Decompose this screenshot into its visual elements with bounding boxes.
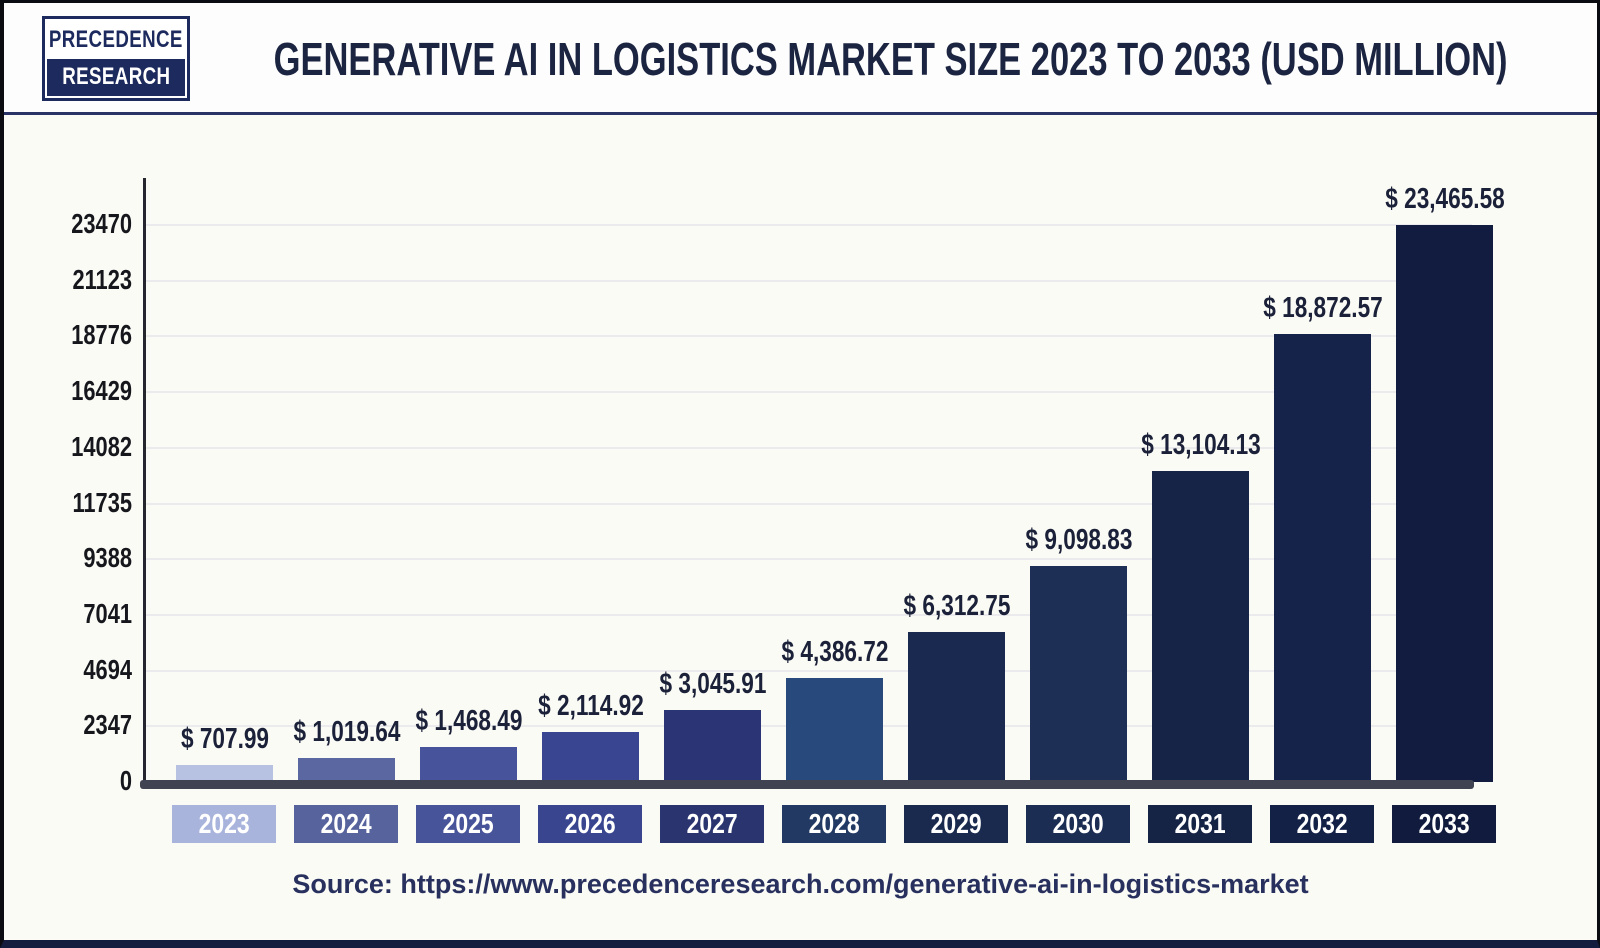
bar-value-2026: $ 2,114.92 <box>537 689 644 722</box>
x-label-box-2026: 2026 <box>538 805 642 843</box>
x-label-2026: 2026 <box>564 808 616 839</box>
y-tick-7041: 7041 <box>83 597 132 629</box>
source-link[interactable]: Source: https://www.precedenceresearch.c… <box>292 869 1309 899</box>
x-label-box-2030: 2030 <box>1026 805 1130 843</box>
x-label-2033: 2033 <box>1418 808 1470 839</box>
bar-2030 <box>1030 566 1127 782</box>
gridline-4694 <box>146 669 1472 672</box>
x-label-2031: 2031 <box>1174 808 1226 839</box>
bar-2027 <box>664 709 761 782</box>
bar-2026 <box>542 731 639 782</box>
x-label-2028: 2028 <box>808 808 860 839</box>
page-title: GENERATIVE AI IN LOGISTICS MARKET SIZE 2… <box>273 33 1508 85</box>
x-label-box-2028: 2028 <box>782 805 886 843</box>
bar-value-2031: $ 13,104.13 <box>1140 429 1261 461</box>
gridline-23470 <box>146 224 1472 226</box>
bar-2029 <box>908 632 1005 782</box>
gridline-7041 <box>146 613 1472 616</box>
x-label-box-2025: 2025 <box>416 805 520 843</box>
bar-2031 <box>1152 471 1249 782</box>
bar-2032 <box>1274 334 1371 782</box>
gridline-16429 <box>146 391 1472 394</box>
x-label-box-2033: 2033 <box>1392 805 1496 843</box>
y-tick-2347: 2347 <box>83 709 132 741</box>
y-tick-23470: 23470 <box>71 208 132 239</box>
bar-2023 <box>176 765 273 782</box>
gridline-11735 <box>146 502 1472 505</box>
gridline-9388 <box>146 558 1472 561</box>
bar-value-2023: $ 707.99 <box>180 723 269 756</box>
x-label-2024: 2024 <box>320 808 372 839</box>
x-label-2023: 2023 <box>198 808 250 839</box>
gridline-18776 <box>146 335 1472 338</box>
logo-line2: RESEARCH <box>61 63 171 91</box>
x-label-box-2027: 2027 <box>660 805 764 843</box>
y-tick-0: 0 <box>119 765 132 796</box>
bar-value-2025: $ 1,468.49 <box>415 705 522 738</box>
y-tick-21123: 21123 <box>72 263 132 295</box>
x-label-2032: 2032 <box>1296 808 1348 839</box>
source-line: Source: https://www.precedenceresearch.c… <box>4 869 1597 900</box>
gridline-14082 <box>146 446 1472 449</box>
precedence-research-logo: PRECEDENCE RESEARCH <box>42 16 190 101</box>
x-label-2030: 2030 <box>1052 808 1104 839</box>
x-label-2029: 2029 <box>930 808 982 839</box>
logo-line1: PRECEDENCE <box>49 25 183 53</box>
header: PRECEDENCE RESEARCH GENERATIVE AI IN LOG… <box>4 3 1597 115</box>
x-label-box-2032: 2032 <box>1270 805 1374 843</box>
gridline-21123 <box>146 279 1472 282</box>
x-label-box-2029: 2029 <box>904 805 1008 843</box>
bar-2024 <box>298 757 395 782</box>
y-tick-11735: 11735 <box>72 486 132 518</box>
y-tick-9388: 9388 <box>83 542 132 574</box>
bar-2028 <box>786 677 883 782</box>
bar-value-2030: $ 9,098.83 <box>1025 524 1132 557</box>
bar-value-2027: $ 3,045.91 <box>659 667 766 700</box>
bar-2033 <box>1396 225 1493 782</box>
y-axis-line <box>143 178 146 789</box>
x-label-box-2024: 2024 <box>294 805 398 843</box>
bar-value-2032: $ 18,872.57 <box>1262 292 1383 325</box>
bar-value-2029: $ 6,312.75 <box>903 590 1010 623</box>
x-label-2027: 2027 <box>686 808 738 839</box>
y-tick-16429: 16429 <box>71 375 132 407</box>
logo-bottom-row: RESEARCH <box>47 58 185 96</box>
bar-value-2024: $ 1,019.64 <box>293 715 400 748</box>
y-tick-4694: 4694 <box>83 653 132 685</box>
title-wrap: GENERATIVE AI IN LOGISTICS MARKET SIZE 2… <box>194 3 1587 115</box>
x-axis-line <box>140 780 1474 789</box>
y-tick-14082: 14082 <box>71 430 132 462</box>
x-label-box-2023: 2023 <box>172 805 276 843</box>
bar-2025 <box>420 747 517 782</box>
bar-value-2028: $ 4,386.72 <box>781 635 888 668</box>
y-tick-18776: 18776 <box>71 319 132 351</box>
bar-value-2033: $ 23,465.58 <box>1384 183 1505 216</box>
logo-top-row: PRECEDENCE <box>47 21 185 59</box>
x-label-2025: 2025 <box>442 808 494 839</box>
x-label-box-2031: 2031 <box>1148 805 1252 843</box>
